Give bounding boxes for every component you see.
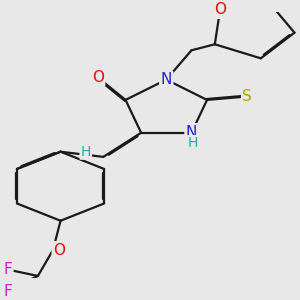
Text: O: O xyxy=(53,243,65,258)
Text: H: H xyxy=(187,136,198,150)
Text: N: N xyxy=(186,124,197,140)
Text: F: F xyxy=(3,284,12,299)
Text: F: F xyxy=(3,262,12,277)
Text: S: S xyxy=(242,89,252,104)
Text: N: N xyxy=(160,72,172,87)
Text: H: H xyxy=(80,145,91,159)
Text: O: O xyxy=(92,70,104,85)
Text: O: O xyxy=(214,2,226,17)
